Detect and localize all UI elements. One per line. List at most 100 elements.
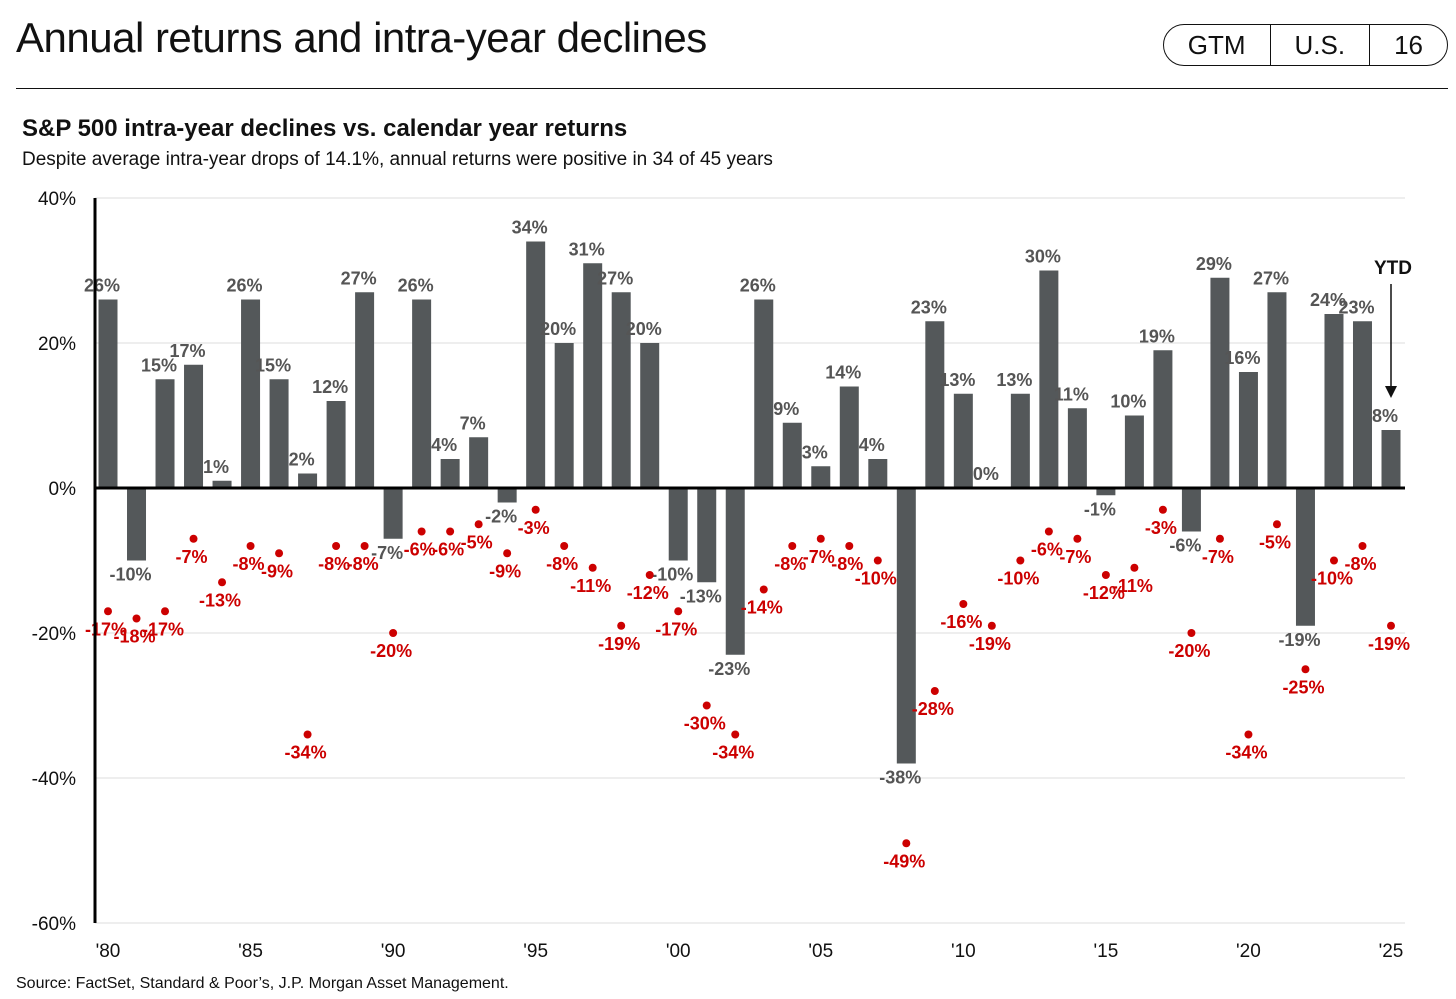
return-label: 27% [341,268,377,288]
decline-label: -18% [113,627,155,647]
ytd-arrow-head [1385,386,1397,398]
decline-point [132,614,141,623]
return-bar [469,437,489,488]
decline-label: -17% [655,619,697,639]
return-bar [1295,488,1315,626]
x-tick-label: '85 [238,941,263,962]
decline-point [104,607,112,616]
decline-label: -25% [1282,677,1324,697]
badge-region: U.S. [1269,25,1370,65]
decline-point [474,520,483,529]
return-label: -38% [879,768,921,788]
decline-point [360,542,369,550]
decline-label: -19% [969,634,1011,654]
y-tick-label: 0% [49,479,77,500]
y-tick-label: -20% [32,624,76,645]
return-label: 12% [312,377,348,397]
return-label: 2% [289,450,315,470]
decline-label: -14% [741,598,783,618]
decline-label: -8% [347,554,379,574]
decline-label: -10% [997,569,1039,589]
decline-point [303,730,312,739]
return-label: 34% [512,218,548,238]
return-bar [782,422,802,488]
return-label: -6% [1169,536,1201,556]
return-bar [1381,430,1401,488]
x-tick-label: '25 [1379,941,1404,962]
decline-point [1329,556,1338,565]
decline-label: -8% [233,554,265,574]
decline-label: -7% [1059,547,1091,567]
x-tick-label: '05 [808,941,833,962]
return-bar [383,488,403,539]
decline-label: -7% [176,547,208,567]
return-label: -23% [708,659,750,679]
return-label: -2% [485,507,517,527]
y-tick-label: -40% [32,769,76,790]
return-label: 8% [1372,406,1398,426]
decline-label: -6% [1031,540,1063,560]
decline-label: -19% [1368,634,1410,654]
return-bar [583,263,603,488]
decline-point [1073,534,1082,543]
decline-label: -8% [318,554,350,574]
return-bar [212,480,232,488]
return-label: -10% [651,565,693,585]
return-label: 1% [203,457,229,477]
decline-point [987,621,996,630]
return-label: 20% [626,319,662,339]
decline-point [1301,665,1310,674]
return-label: 15% [141,355,177,375]
return-label: 23% [1338,297,1374,317]
decline-point [731,730,740,739]
return-bar [440,459,460,488]
return-label: 16% [1224,348,1260,368]
decline-label: -13% [199,590,241,610]
decline-point [1272,520,1281,529]
decline-label: -11% [570,576,611,596]
return-label: 24% [1310,290,1346,310]
return-bar [241,299,261,488]
decline-point [503,549,512,558]
decline-point [1130,563,1139,572]
decline-label: -30% [684,714,726,734]
return-bar [725,488,745,655]
y-tick-label: 40% [38,189,76,210]
decline-point [702,701,711,710]
return-bar [868,459,888,488]
return-label: 13% [996,370,1032,390]
decline-label: -34% [285,743,327,763]
decline-label: -17% [142,619,184,639]
chart-title: S&P 500 intra-year declines vs. calendar… [22,115,628,142]
decline-label: -7% [803,547,835,567]
chart-subtitle: Despite average intra-year drops of 14.1… [22,149,773,170]
decline-label: -8% [774,554,806,574]
decline-label: -28% [912,699,954,719]
return-label: 13% [939,370,975,390]
decline-point [531,505,540,514]
decline-point [1187,629,1196,637]
decline-point [560,542,569,550]
decline-label: -10% [855,569,897,589]
return-bar [127,488,147,561]
return-bar [754,299,774,488]
decline-point [617,621,626,630]
return-label: 26% [227,276,263,296]
page-title: Annual returns and intra-year declines [16,14,707,61]
return-bar [1067,408,1087,488]
return-label: 20% [540,319,576,339]
return-label: 9% [773,399,799,419]
return-bar [155,379,175,488]
decline-label: -19% [598,634,640,654]
decline-point [645,571,654,579]
return-bar [1039,270,1059,488]
return-label: 26% [398,276,434,296]
decline-label: -49% [883,851,925,871]
decline-point [959,600,968,608]
ytd-annotation: YTD [1374,258,1412,279]
decline-point [332,542,341,550]
x-tick-label: '20 [1236,941,1261,962]
decline-point [674,607,683,616]
return-label: 11% [1054,384,1089,404]
return-bar [1352,321,1372,488]
